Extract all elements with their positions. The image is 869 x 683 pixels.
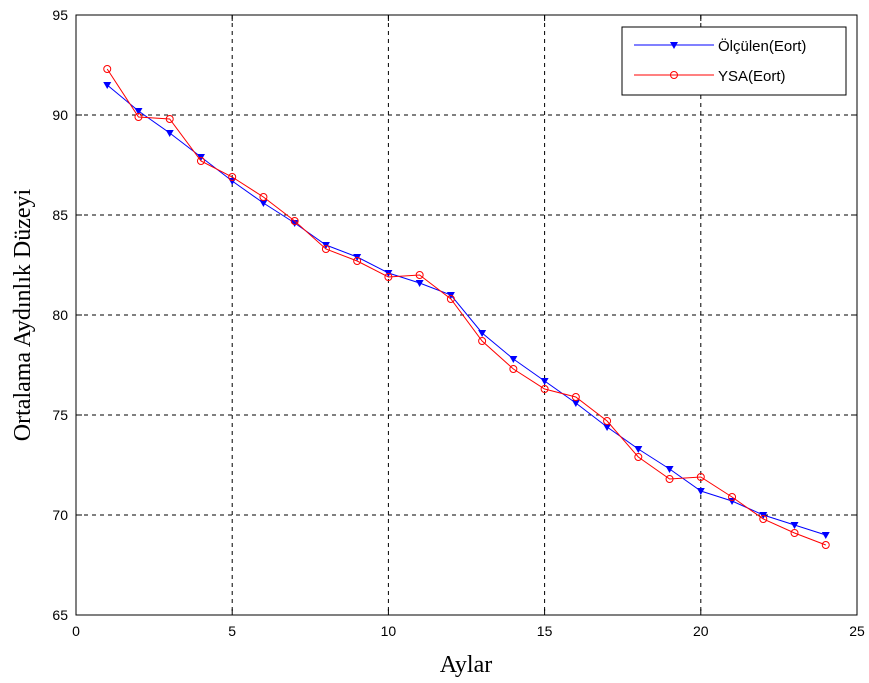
y-tick-label: 70 bbox=[52, 507, 68, 523]
y-axis-title: Ortalama Aydınlık Düzeyi bbox=[10, 188, 36, 441]
legend-marker-olculen bbox=[670, 42, 678, 49]
data-point bbox=[353, 257, 362, 265]
axis-ticks: 0 5 10 15 20 25 65 70 75 80 85 90 95 bbox=[52, 7, 865, 639]
data-point bbox=[509, 365, 518, 373]
x-tick-label: 15 bbox=[537, 623, 553, 639]
data-point bbox=[103, 65, 112, 73]
data-point bbox=[603, 424, 612, 431]
data-point bbox=[321, 245, 330, 253]
data-point bbox=[228, 173, 237, 181]
data-point bbox=[665, 466, 674, 473]
series-1 bbox=[103, 65, 830, 549]
data-point bbox=[196, 157, 205, 165]
data-point bbox=[415, 271, 424, 279]
x-axis-title: Aylar bbox=[440, 652, 492, 678]
data-point bbox=[603, 417, 612, 425]
x-tick-label: 0 bbox=[72, 623, 80, 639]
data-point bbox=[634, 446, 643, 453]
data-point bbox=[665, 475, 674, 483]
legend-label-ysa: YSA(Eort) bbox=[718, 68, 786, 85]
data-point bbox=[290, 220, 299, 227]
x-tick-label: 20 bbox=[693, 623, 709, 639]
data-point bbox=[728, 493, 737, 501]
data-point bbox=[790, 522, 799, 529]
data-point bbox=[415, 280, 424, 287]
data-point bbox=[821, 532, 830, 539]
plot-frame bbox=[75, 14, 858, 616]
data-point bbox=[165, 130, 174, 137]
data-point bbox=[571, 393, 580, 401]
series-line bbox=[106, 68, 826, 546]
y-tick-label: 85 bbox=[52, 207, 68, 223]
data-point bbox=[540, 385, 549, 393]
data-point bbox=[509, 356, 518, 363]
y-tick-label: 80 bbox=[52, 307, 68, 323]
legend-label-olculen: Ölçülen(Eort) bbox=[718, 37, 806, 55]
data-point bbox=[821, 541, 830, 549]
data-point bbox=[540, 378, 549, 385]
data-point bbox=[165, 115, 174, 123]
data-point bbox=[759, 515, 768, 523]
data-point bbox=[696, 473, 705, 481]
data-point bbox=[696, 488, 705, 495]
y-tick-label: 90 bbox=[52, 107, 68, 123]
plot-area bbox=[76, 15, 857, 615]
grid bbox=[76, 15, 857, 615]
legend-box bbox=[621, 26, 847, 96]
legend: Ölçülen(Eort) YSA(Eort) bbox=[621, 26, 847, 96]
data-point bbox=[634, 453, 643, 461]
legend-marker-ysa bbox=[670, 71, 678, 79]
data-point bbox=[478, 330, 487, 337]
data-point bbox=[259, 193, 268, 201]
y-tick-label: 75 bbox=[52, 407, 68, 423]
data-point bbox=[446, 295, 455, 303]
data-point bbox=[384, 273, 393, 281]
data-point bbox=[478, 337, 487, 345]
data-point bbox=[571, 400, 580, 407]
x-tick-label: 5 bbox=[228, 623, 236, 639]
series-line bbox=[106, 84, 826, 536]
y-tick-label: 95 bbox=[52, 7, 68, 23]
data-point bbox=[134, 108, 143, 115]
series-layer bbox=[103, 65, 830, 549]
y-tick-label: 65 bbox=[52, 607, 68, 623]
data-point bbox=[134, 113, 143, 121]
x-tick-label: 10 bbox=[381, 623, 397, 639]
x-tick-label: 25 bbox=[849, 623, 865, 639]
data-point bbox=[290, 217, 299, 225]
data-point bbox=[103, 82, 112, 89]
data-point bbox=[790, 529, 799, 537]
data-point bbox=[259, 200, 268, 207]
